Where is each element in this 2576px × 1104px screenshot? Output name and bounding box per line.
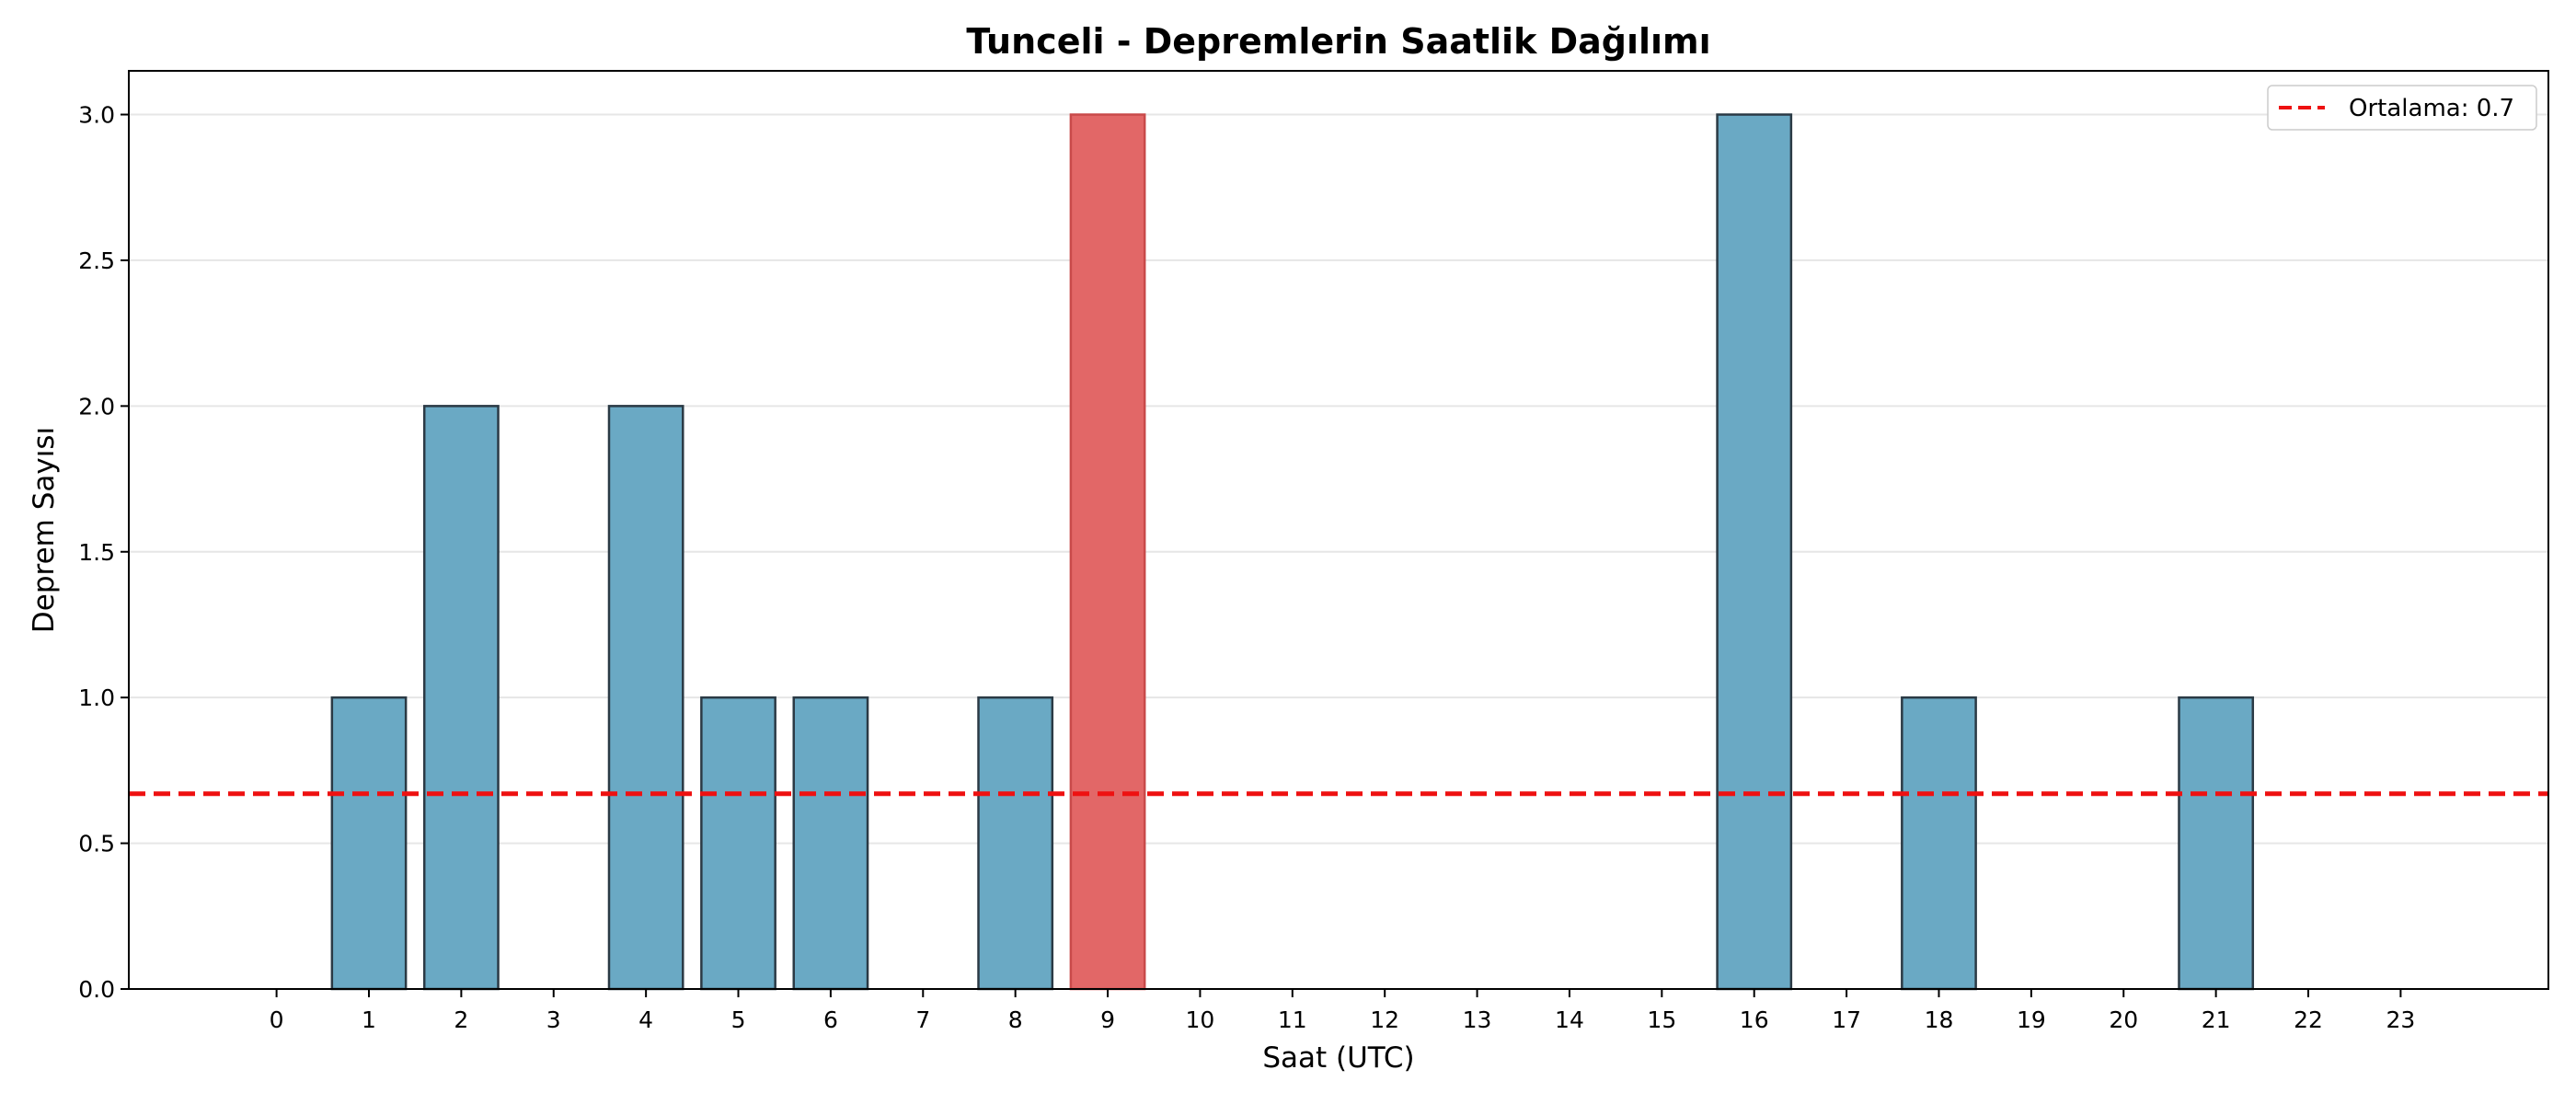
legend-mean-label: Ortalama: 0.7	[2349, 95, 2514, 122]
bars	[330, 113, 2255, 991]
plot-frame	[128, 70, 2549, 990]
bar-hour-8	[977, 696, 1054, 991]
x-tick-label: 1	[362, 1006, 376, 1033]
grid-lines	[129, 113, 2548, 845]
y-tick-label: 2.0	[78, 393, 115, 420]
y-axis-title: Deprem Sayısı	[28, 427, 61, 633]
x-tick-label: 13	[1463, 1006, 1492, 1033]
x-tick-label: 4	[638, 1006, 653, 1033]
y-axis-ticks: 0.0 0.5 1.0 1.5 2.0 2.5 3.0	[78, 102, 129, 1003]
x-tick-label: 22	[2294, 1006, 2323, 1033]
x-tick-label: 2	[454, 1006, 468, 1033]
x-axis-ticks: 0 1 2 3 4 5 6 7 8 9 10 11 12 13 14 15 16 17 18 19 20 21 22 23	[270, 989, 2415, 1033]
y-tick-label: 3.0	[78, 102, 115, 129]
x-tick-label: 5	[731, 1006, 746, 1033]
x-tick-label: 3	[546, 1006, 561, 1033]
x-tick-label: 21	[2202, 1006, 2231, 1033]
y-tick-label: 2.5	[78, 247, 115, 274]
bar-hour-6	[792, 696, 869, 991]
x-tick-label: 20	[2109, 1006, 2138, 1033]
chart-title: Tunceli - Depremlerin Saatlik Dağılımı	[966, 21, 1710, 62]
x-tick-label: 14	[1555, 1006, 1584, 1033]
x-tick-label: 0	[270, 1006, 284, 1033]
x-axis-title: Saat (UTC)	[1262, 1041, 1414, 1075]
x-tick-label: 9	[1100, 1006, 1115, 1033]
y-tick-label: 0.0	[78, 976, 115, 1003]
x-tick-label: 18	[1925, 1006, 1954, 1033]
bar-hour-18	[1901, 696, 1977, 991]
bar-hour-4	[607, 405, 684, 991]
x-tick-label: 15	[1647, 1006, 1676, 1033]
legend: Ortalama: 0.7	[2267, 85, 2537, 131]
bar-hour-5	[700, 696, 776, 991]
legend-box	[2267, 85, 2537, 131]
y-tick-label: 1.5	[78, 539, 115, 566]
x-tick-label: 10	[1186, 1006, 1215, 1033]
bar-hour-21	[2178, 696, 2255, 991]
x-tick-label: 16	[1740, 1006, 1769, 1033]
y-tick-label: 1.0	[78, 684, 115, 711]
bar-hour-2	[422, 405, 500, 991]
x-tick-label: 17	[1832, 1006, 1861, 1033]
y-tick-label: 0.5	[78, 831, 115, 857]
x-tick-label: 8	[1008, 1006, 1023, 1033]
x-tick-label: 19	[2017, 1006, 2046, 1033]
bar-hour-1	[330, 696, 408, 991]
x-tick-label: 12	[1370, 1006, 1399, 1033]
bar-hour-9	[1069, 113, 1146, 991]
x-tick-label: 7	[915, 1006, 930, 1033]
x-tick-label: 11	[1278, 1006, 1307, 1033]
bar-hour-16	[1716, 113, 1793, 991]
x-tick-label: 23	[2386, 1006, 2415, 1033]
x-tick-label: 6	[823, 1006, 838, 1033]
